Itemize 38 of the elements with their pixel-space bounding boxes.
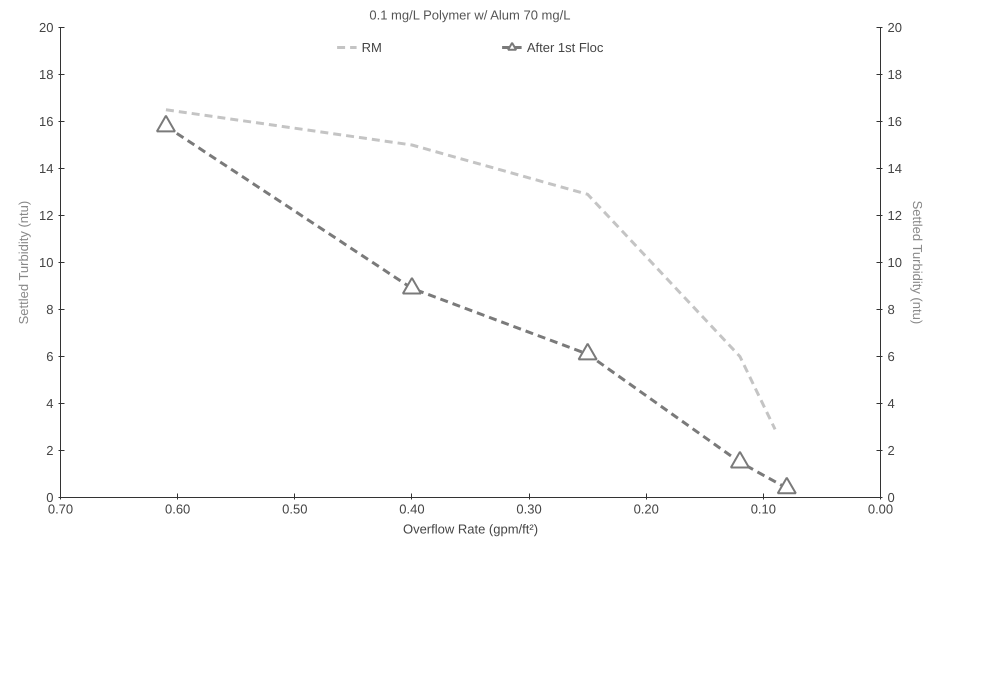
y2-tick-label: 18 <box>888 67 902 82</box>
y2-tick-label: 10 <box>888 255 902 270</box>
x-tick-label: 0.50 <box>282 502 308 516</box>
y-tick-label: 4 <box>46 396 54 411</box>
x-tick-label: 0.10 <box>750 502 776 516</box>
y2-tick-label: 8 <box>888 302 895 317</box>
y2-tick-label: 14 <box>888 161 902 176</box>
x-tick-label: 0.20 <box>634 502 659 516</box>
y-tick-label: 16 <box>39 114 54 129</box>
legend-label: After 1st Floc <box>526 40 604 54</box>
y-tick-label: 18 <box>39 67 54 82</box>
y-tick-label: 20 <box>39 20 54 35</box>
y2-tick-label: 12 <box>888 208 902 223</box>
y-tick-label: 8 <box>46 302 54 317</box>
y-axis-title: Settled Turbidity (ntu) <box>16 200 32 324</box>
y2-tick-label: 2 <box>888 443 895 458</box>
point <box>730 450 750 468</box>
y2-tick-label: 4 <box>888 396 895 411</box>
x-tick-label: 0.40 <box>399 502 425 516</box>
x-tick-label: 0.30 <box>516 502 542 516</box>
y-tick-label: 10 <box>39 255 54 270</box>
point <box>402 276 422 295</box>
chart-title: 0.1 mg/L Polymer w/ Alum 70 mg/L <box>369 8 570 22</box>
line-series <box>164 108 777 431</box>
y2-tick-label: 16 <box>888 114 902 129</box>
x-tick-label: 0.60 <box>164 502 190 516</box>
point <box>776 476 797 494</box>
y2-tick-label: 6 <box>888 349 895 364</box>
y2-axis-title: Settled Turbidity (ntu) <box>910 200 925 324</box>
y-tick-label: 2 <box>46 443 54 458</box>
y-tick-label: 14 <box>39 161 54 176</box>
y2-tick-label: 20 <box>888 20 902 35</box>
x-axis-title: Overflow Rate (gpm/ft²) <box>402 522 538 536</box>
y-tick-label: 12 <box>39 208 54 223</box>
point <box>156 114 176 132</box>
y-tick-label: 6 <box>46 349 54 364</box>
point <box>578 342 598 360</box>
legend-label: RM <box>362 40 382 54</box>
